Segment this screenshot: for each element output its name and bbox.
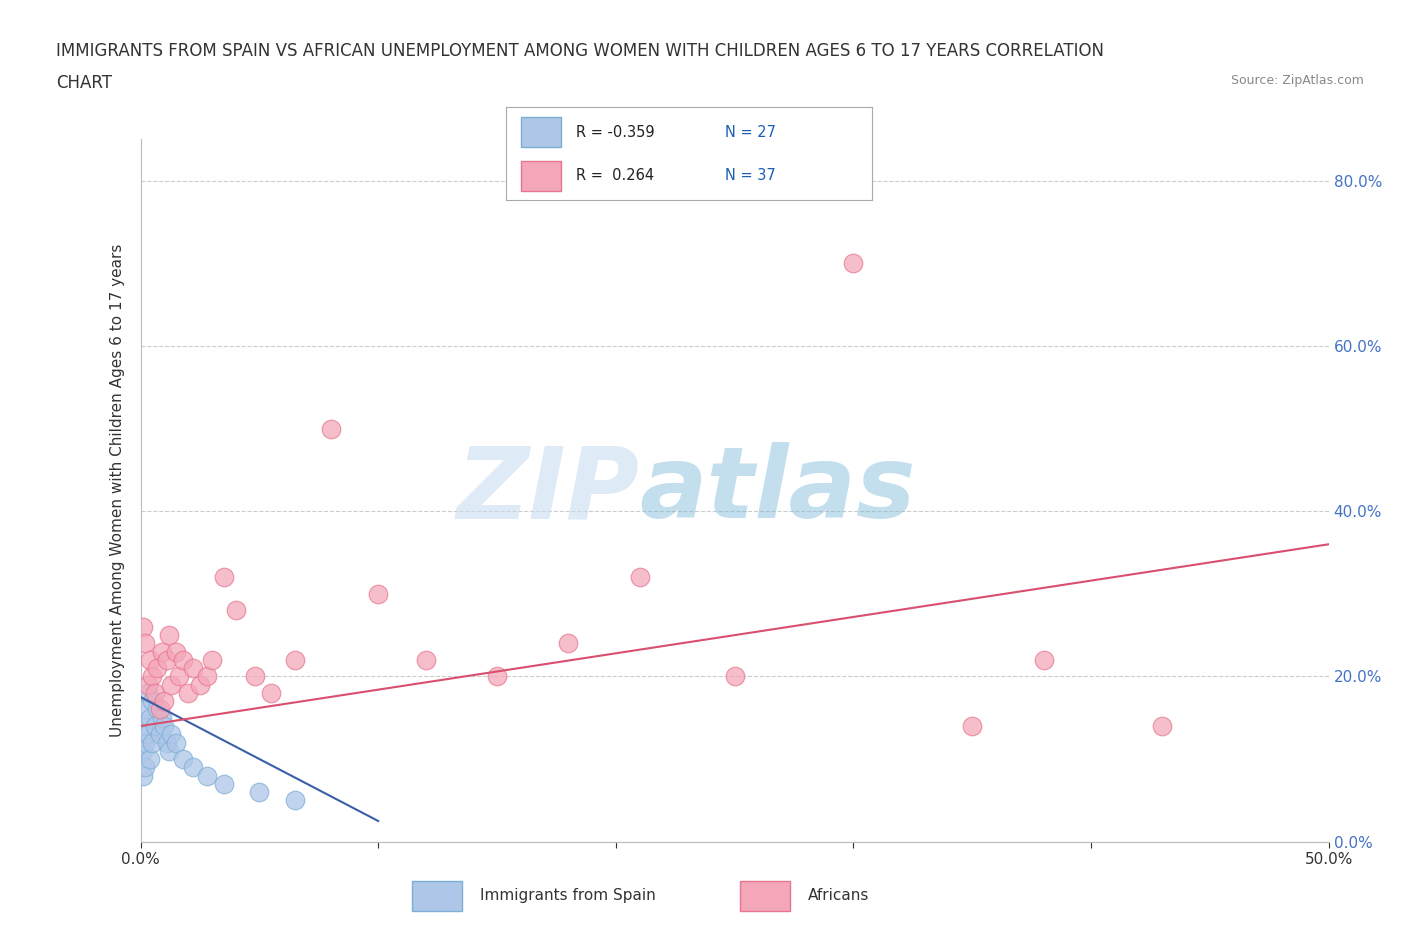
Point: [141, 694, 163, 709]
Point: [557, 636, 579, 651]
Bar: [412, 881, 461, 911]
Point: [415, 653, 437, 668]
Point: [150, 711, 173, 725]
Point: [367, 587, 389, 602]
Point: [225, 603, 247, 618]
Point: [284, 793, 307, 808]
Point: [319, 421, 342, 436]
Point: [260, 685, 283, 700]
Text: ZIP: ZIP: [457, 442, 640, 539]
Point: [628, 570, 651, 585]
Text: IMMIGRANTS FROM SPAIN VS AFRICAN UNEMPLOYMENT AMONG WOMEN WITH CHILDREN AGES 6 T: IMMIGRANTS FROM SPAIN VS AFRICAN UNEMPLO…: [56, 42, 1104, 60]
Text: R =  0.264: R = 0.264: [575, 168, 654, 183]
Point: [132, 619, 155, 634]
Point: [134, 702, 156, 717]
Point: [160, 727, 183, 742]
Point: [139, 653, 162, 668]
Point: [139, 751, 162, 766]
Point: [172, 653, 194, 668]
Point: [146, 660, 169, 675]
Point: [195, 768, 218, 783]
Point: [165, 735, 187, 750]
Point: [962, 719, 984, 734]
Point: [143, 685, 166, 700]
Point: [139, 711, 162, 725]
Point: [150, 644, 173, 659]
Point: [723, 669, 745, 684]
Point: [134, 636, 156, 651]
Point: [132, 768, 155, 783]
Point: [181, 660, 204, 675]
Point: [486, 669, 509, 684]
Text: CHART: CHART: [56, 74, 112, 92]
Point: [136, 677, 159, 692]
Point: [165, 644, 187, 659]
Point: [153, 719, 176, 734]
Text: N = 37: N = 37: [725, 168, 776, 183]
Point: [136, 685, 159, 700]
Point: [842, 256, 865, 271]
Point: [160, 677, 183, 692]
Point: [134, 735, 156, 750]
Point: [149, 727, 172, 742]
Point: [1032, 653, 1054, 668]
Text: R = -0.359: R = -0.359: [575, 125, 654, 140]
Point: [157, 743, 180, 758]
Text: Africans: Africans: [808, 887, 869, 903]
Text: Source: ZipAtlas.com: Source: ZipAtlas.com: [1230, 74, 1364, 87]
Bar: [520, 161, 561, 191]
Point: [247, 785, 270, 800]
Point: [156, 653, 179, 668]
Point: [143, 719, 166, 734]
Point: [141, 669, 163, 684]
Point: [134, 760, 156, 775]
Text: Immigrants from Spain: Immigrants from Spain: [481, 887, 657, 903]
Point: [146, 702, 169, 717]
Point: [153, 694, 176, 709]
Point: [156, 735, 179, 750]
Point: [141, 735, 163, 750]
Text: atlas: atlas: [640, 442, 917, 539]
Point: [149, 702, 172, 717]
Point: [157, 628, 180, 643]
Point: [201, 653, 224, 668]
Point: [195, 669, 218, 684]
Y-axis label: Unemployment Among Women with Children Ages 6 to 17 years: Unemployment Among Women with Children A…: [110, 244, 125, 737]
Point: [172, 751, 194, 766]
Point: [132, 743, 155, 758]
Point: [181, 760, 204, 775]
Point: [212, 570, 235, 585]
Point: [177, 685, 200, 700]
Point: [132, 719, 155, 734]
Point: [188, 677, 211, 692]
Point: [136, 727, 159, 742]
Bar: [740, 881, 790, 911]
Point: [167, 669, 190, 684]
Text: N = 27: N = 27: [725, 125, 776, 140]
Bar: [520, 117, 561, 147]
Point: [1152, 719, 1174, 734]
Point: [212, 777, 235, 791]
Point: [284, 653, 307, 668]
Point: [243, 669, 266, 684]
